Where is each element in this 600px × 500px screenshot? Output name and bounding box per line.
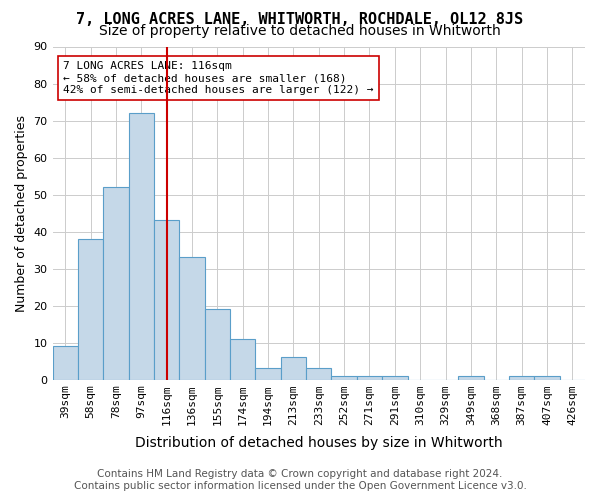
Bar [357, 376, 382, 380]
Bar [256, 368, 281, 380]
Bar [78, 239, 103, 380]
X-axis label: Distribution of detached houses by size in Whitworth: Distribution of detached houses by size … [135, 436, 503, 450]
Bar [128, 113, 154, 380]
Y-axis label: Number of detached properties: Number of detached properties [15, 114, 28, 312]
Bar [382, 376, 407, 380]
Bar [154, 220, 179, 380]
Bar [331, 376, 357, 380]
Bar [230, 339, 256, 380]
Text: 7, LONG ACRES LANE, WHITWORTH, ROCHDALE, OL12 8JS: 7, LONG ACRES LANE, WHITWORTH, ROCHDALE,… [76, 12, 524, 26]
Bar [53, 346, 78, 380]
Bar [281, 358, 306, 380]
Bar [458, 376, 484, 380]
Bar [509, 376, 534, 380]
Bar [179, 258, 205, 380]
Text: 7 LONG ACRES LANE: 116sqm
← 58% of detached houses are smaller (168)
42% of semi: 7 LONG ACRES LANE: 116sqm ← 58% of detac… [63, 62, 374, 94]
Bar [306, 368, 331, 380]
Bar [534, 376, 560, 380]
Text: Contains HM Land Registry data © Crown copyright and database right 2024.
Contai: Contains HM Land Registry data © Crown c… [74, 470, 526, 491]
Text: Size of property relative to detached houses in Whitworth: Size of property relative to detached ho… [99, 24, 501, 38]
Bar [103, 187, 128, 380]
Bar [205, 309, 230, 380]
